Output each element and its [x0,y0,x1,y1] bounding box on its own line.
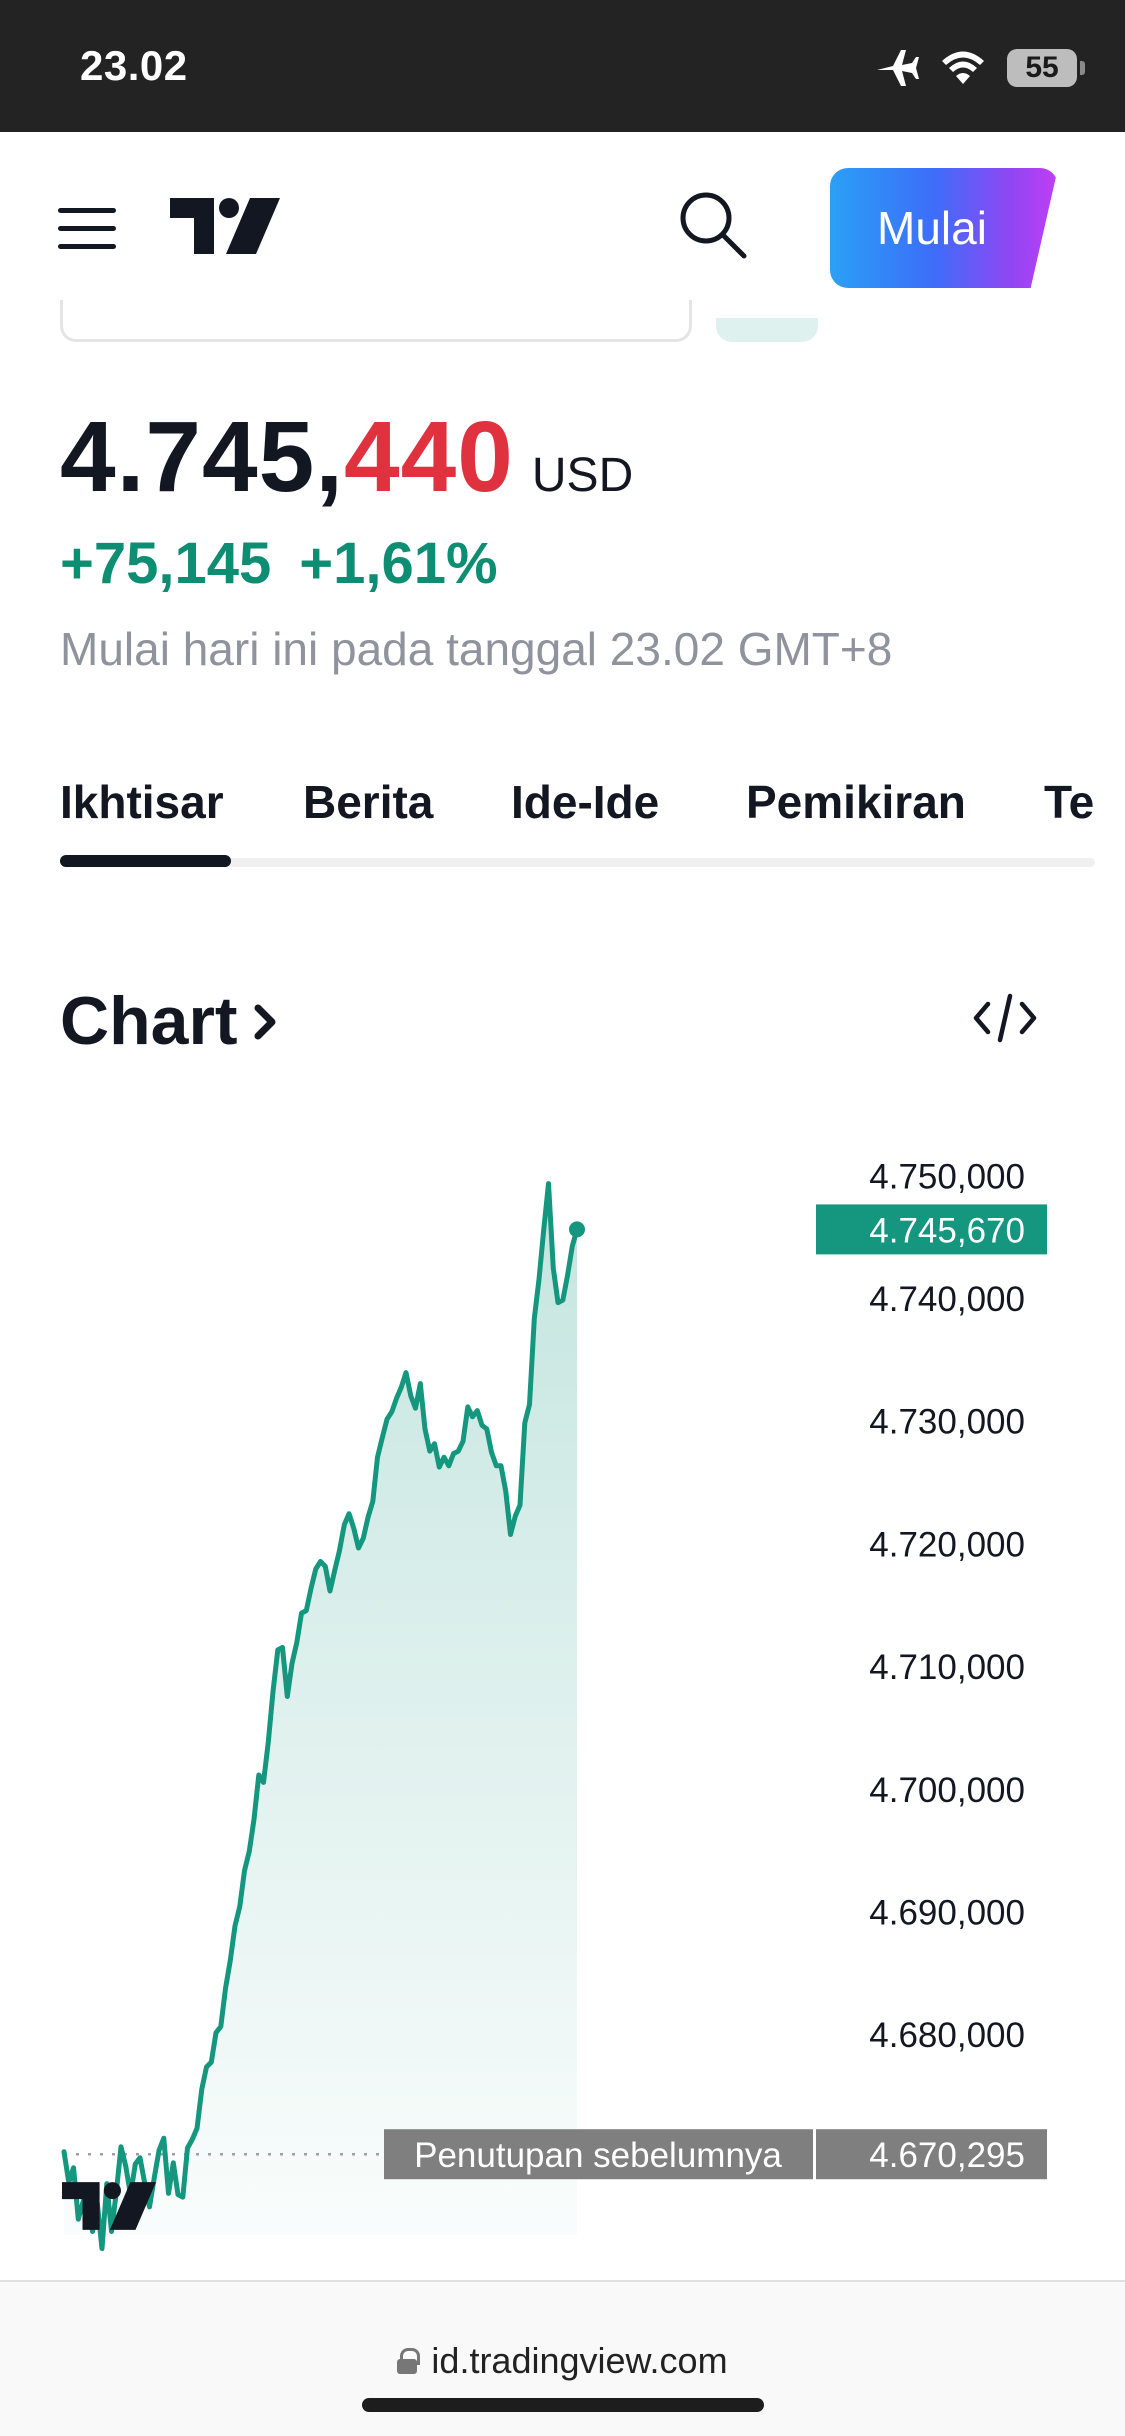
status-icons: 55 [875,46,1085,90]
y-tick-label: 4.700,000 [869,1771,1025,1810]
symbol-chip-edge [716,318,818,342]
lock-icon [397,2348,421,2374]
search-icon[interactable] [676,188,750,262]
tradingview-logo[interactable] [170,196,280,256]
session-note: Mulai hari ini pada tanggal 23.02 GMT+8 [60,623,893,675]
search-box-edge [60,300,692,342]
current-price-badge [816,1204,1047,1255]
tab-pemikiran[interactable]: Pemikiran [746,776,966,828]
change-percent: +1,61% [299,531,498,596]
airplane-icon [877,50,919,86]
chart-area-fill [64,1183,577,2249]
embed-code-icon[interactable] [972,990,1038,1046]
previous-close-value: 4.670,295 [869,2136,1025,2175]
current-price-label: 4.745,670 [869,1211,1025,1250]
previous-close-badge [384,2129,813,2180]
last-price-dot [569,1221,585,1238]
price-change: +75,145 +1,61% [60,530,498,597]
y-tick-label: 4.710,000 [869,1648,1025,1687]
chart-title-text: Chart [60,983,238,1059]
price-chart[interactable]: 4.750,000 4.740,000 4.730,000 4.720,000 4.71… [0,1140,1125,2252]
tabs-track [60,858,1095,867]
price-display: 4.745, 440 USD [60,400,633,515]
wifi-icon [942,51,984,84]
hamburger-menu-icon[interactable] [58,208,116,250]
price-decimals: 440 [344,401,514,513]
active-tab-indicator [60,855,231,867]
status-time: 23.02 [80,42,188,89]
previous-close-label: Penutupan sebelumnya [414,2136,782,2175]
tab-more[interactable]: Te [1044,776,1095,828]
browser-footer: id.tradingview.com [0,2280,1125,2436]
change-absolute: +75,145 [60,531,272,596]
get-started-button[interactable]: Mulai [830,168,1058,288]
chart-section-title[interactable]: Chart [60,982,286,1060]
y-tick-label: 4.680,000 [869,2016,1025,2055]
previous-close-value-badge [816,2129,1047,2180]
y-tick-label: 4.730,000 [869,1403,1025,1442]
tab-ikhtisar[interactable]: Ikhtisar [60,776,224,828]
home-indicator[interactable] [362,2398,764,2412]
price-integer: 4.745, [60,401,345,513]
chart-watermark-logo [62,2182,156,2230]
chevron-right-icon [254,1004,276,1040]
section-tabs: Ikhtisar Berita Ide-Ide Pemikiran Te [60,775,1095,867]
app-header: Mulai [0,132,1125,322]
price-currency: USD [531,449,634,502]
tab-berita[interactable]: Berita [303,776,434,828]
battery-icon: 55 [1007,49,1085,87]
tab-ide-ide[interactable]: Ide-Ide [511,776,660,828]
status-bar: 23.02 55 [0,0,1125,132]
y-tick-label: 4.740,000 [869,1280,1025,1319]
y-tick-label: 4.690,000 [869,1893,1025,1932]
address-bar[interactable]: id.tradingview.com [0,2340,1125,2382]
chart-series-line [61,1181,580,2252]
url-text: id.tradingview.com [431,2340,728,2381]
y-tick-label: 4.750,000 [869,1157,1025,1196]
battery-level: 55 [1025,51,1059,84]
y-tick-label: 4.720,000 [869,1525,1025,1564]
